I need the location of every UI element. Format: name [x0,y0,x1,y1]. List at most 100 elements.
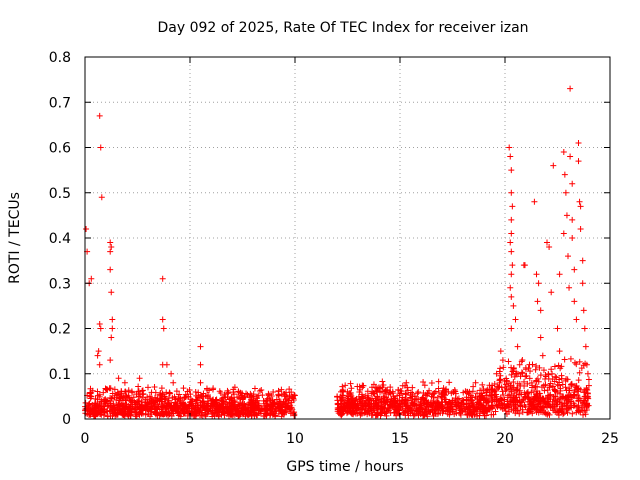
data-point [125,387,132,394]
data-point [573,316,580,323]
data-point [244,412,251,419]
data-point [107,385,114,392]
data-point [380,404,387,411]
data-point [517,382,524,389]
data-point [96,112,103,119]
data-point [102,396,109,403]
data-point [518,399,525,406]
data-point [119,411,126,418]
x-tick-label: 20 [496,431,514,447]
data-point [254,394,261,401]
data-point [481,412,488,419]
data-point [389,390,396,397]
data-point [94,388,101,395]
data-point [171,396,178,403]
data-point [153,406,160,413]
data-point [527,399,534,406]
data-point [136,375,143,382]
data-point [342,407,349,414]
data-point [411,400,418,407]
data-point [387,384,394,391]
data-point [411,393,418,400]
data-point [357,412,364,419]
data-point [519,409,526,416]
data-point [186,403,193,410]
data-point [108,334,115,341]
data-point [256,400,263,407]
data-point [508,216,515,223]
data-point [178,400,185,407]
data-point [113,411,120,418]
data-point [291,392,298,399]
data-point [546,411,553,418]
data-point [529,410,536,417]
data-point [583,404,590,411]
data-point [566,387,573,394]
data-point [107,248,114,255]
data-point [205,403,212,410]
data-point [408,395,415,402]
data-point [499,357,506,364]
data-point [251,385,258,392]
data-point [524,388,531,395]
data-point [193,397,200,404]
data-point [369,395,376,402]
data-point [359,406,366,413]
data-point [490,411,497,418]
data-point [99,403,106,410]
data-point [507,239,514,246]
data-point [159,275,166,282]
data-point [287,402,294,409]
data-point [523,390,530,397]
data-point [442,392,449,399]
data-point [104,386,111,393]
data-point [554,409,561,416]
data-point [519,370,526,377]
data-point [128,408,135,415]
data-point [108,289,115,296]
data-point [517,402,524,409]
data-point [569,410,576,417]
data-point [348,402,355,409]
data-point [534,393,541,400]
data-point [539,352,546,359]
data-point [526,375,533,382]
data-point [170,379,177,386]
data-point [391,395,398,402]
data-point [126,405,133,412]
data-point [104,408,111,415]
data-point [204,411,211,418]
data-point [579,257,586,264]
data-point [115,391,122,398]
data-point [291,391,298,398]
data-point [154,405,161,412]
data-point [534,298,541,305]
data-point [505,358,512,365]
data-point [512,316,519,323]
data-point [237,411,244,418]
data-point [456,405,463,412]
data-point [570,400,577,407]
data-point [460,401,467,408]
data-point [356,396,363,403]
data-point [584,387,591,394]
data-point [374,411,381,418]
data-point [228,400,235,407]
data-point [180,385,187,392]
data-point [574,403,581,410]
data-point [208,402,215,409]
data-point [481,396,488,403]
data-point [548,289,555,296]
data-point [227,407,234,414]
data-point [354,383,361,390]
data-point [561,171,568,178]
data-point [585,376,592,383]
data-point [119,400,126,407]
data-point [451,411,458,418]
data-point [231,384,238,391]
data-point [548,366,555,373]
data-point [533,387,540,394]
data-point [260,397,267,404]
data-point [221,391,228,398]
data-point [362,404,369,411]
